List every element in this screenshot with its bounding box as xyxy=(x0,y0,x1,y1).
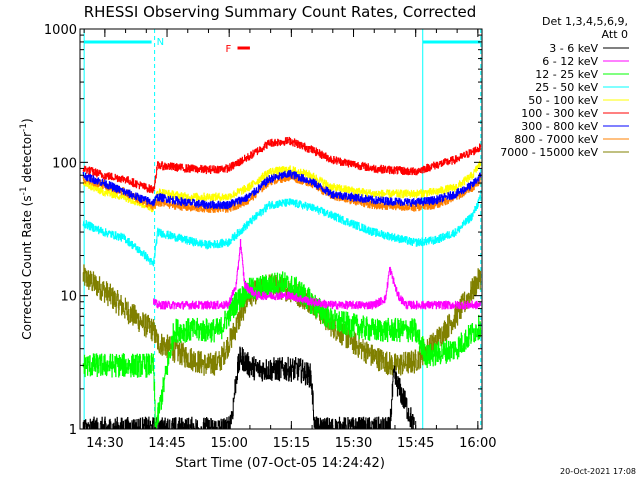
legend-label: 25 - 50 keV xyxy=(535,81,598,94)
x-tick-label: 14:45 xyxy=(148,436,185,451)
x-axis-label: Start Time (07-Oct-05 14:24:42) xyxy=(175,456,385,471)
x-tick-label: 14:30 xyxy=(86,436,123,451)
legend-label: 12 - 25 keV xyxy=(535,68,598,81)
legend-label: 6 - 12 keV xyxy=(542,55,598,68)
plot-frame xyxy=(79,28,483,430)
y-tick-label: 100 xyxy=(52,156,77,171)
legend-header-detectors: Det 1,3,4,5,6,9, xyxy=(542,15,628,28)
series-line xyxy=(153,239,482,310)
legend-label: 3 - 6 keV xyxy=(549,42,598,55)
legend-label: 300 - 800 keV xyxy=(521,120,598,133)
legend-label: 100 - 300 keV xyxy=(521,107,598,120)
series-line xyxy=(82,194,482,267)
y-tick-label: 1 xyxy=(69,423,77,438)
footer-timestamp: 20-Oct-2021 17:08 xyxy=(560,467,636,476)
flare-marker-label: F xyxy=(225,44,231,55)
series-line xyxy=(82,169,482,210)
x-tick-label: 15:15 xyxy=(273,436,310,451)
x-tick-label: 15:00 xyxy=(210,436,247,451)
legend-label: 800 - 7000 keV xyxy=(514,133,598,146)
chart-title: RHESSI Observing Summary Count Rates, Co… xyxy=(84,3,477,21)
series-line xyxy=(82,271,482,430)
night-marker-label: N xyxy=(157,37,164,48)
legend-label: 7000 - 15000 keV xyxy=(500,146,598,159)
y-tick-label: 10 xyxy=(60,290,77,305)
x-tick-label: 16:00 xyxy=(459,436,496,451)
y-tick-label: 1000 xyxy=(44,23,77,38)
x-axis: 14:30 14:45 15:00 15:15 15:30 15:45 16:00 xyxy=(83,29,497,451)
x-tick-label: 15:45 xyxy=(397,436,434,451)
y-axis-label: Corrected Count Rate (s-1 detector-1) xyxy=(19,118,34,339)
legend-label: 50 - 100 keV xyxy=(528,94,598,107)
legend-header-attenuator: Att 0 xyxy=(602,28,628,41)
x-tick-label: 15:30 xyxy=(335,436,372,451)
y-axis: 1 10 100 1000 xyxy=(44,23,482,438)
series-line xyxy=(82,136,482,194)
